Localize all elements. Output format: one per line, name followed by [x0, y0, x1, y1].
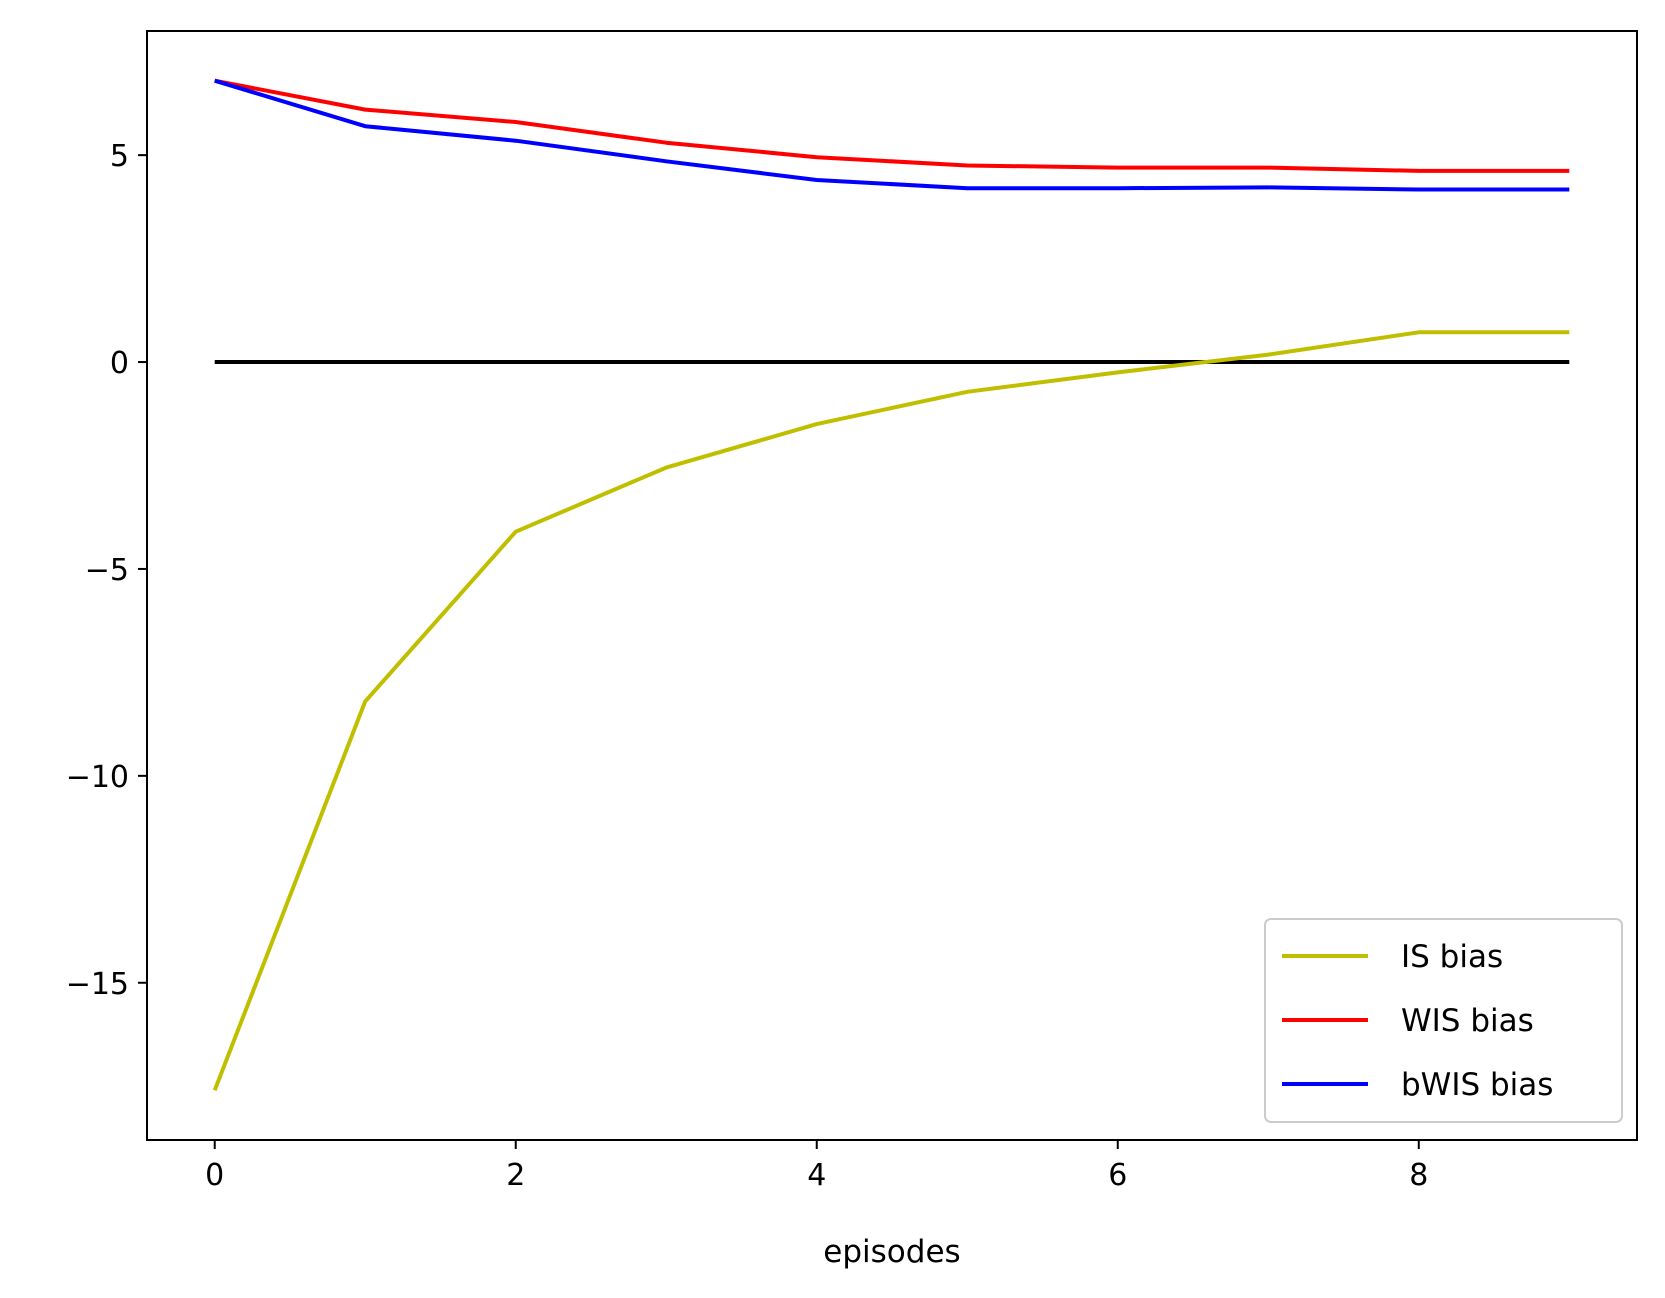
x-axis-title: episodes [823, 1234, 960, 1270]
y-tick-label: 5 [110, 139, 129, 174]
x-axis-ticks: 0 2 4 6 8 [205, 1140, 1428, 1193]
x-tick-label: 2 [506, 1158, 525, 1193]
y-axis-ticks: 5 0 −5 −10 −15 [66, 139, 147, 1002]
x-tick-label: 6 [1108, 1158, 1127, 1193]
series-line-is-bias [212, 330, 1570, 1092]
x-tick-label: 0 [205, 1158, 224, 1193]
y-tick-label: −10 [66, 760, 129, 795]
y-tick-label: −15 [66, 967, 129, 1002]
series-line-wis-bias [214, 78, 1570, 173]
legend: IS bias WIS bias bWIS bias [1264, 918, 1623, 1123]
x-tick-label: 4 [807, 1158, 826, 1193]
series-line-bwis-bias [214, 78, 1570, 192]
legend-label: WIS bias [1401, 1003, 1534, 1039]
legend-label: IS bias [1401, 939, 1503, 975]
x-tick-label: 8 [1409, 1158, 1428, 1193]
y-tick-label: −5 [85, 553, 129, 588]
y-tick-label: 0 [110, 346, 129, 381]
legend-label: bWIS bias [1401, 1067, 1553, 1103]
plot-frame [146, 30, 1638, 1141]
series-layer [212, 78, 1570, 1092]
legend-box [1264, 918, 1623, 1123]
